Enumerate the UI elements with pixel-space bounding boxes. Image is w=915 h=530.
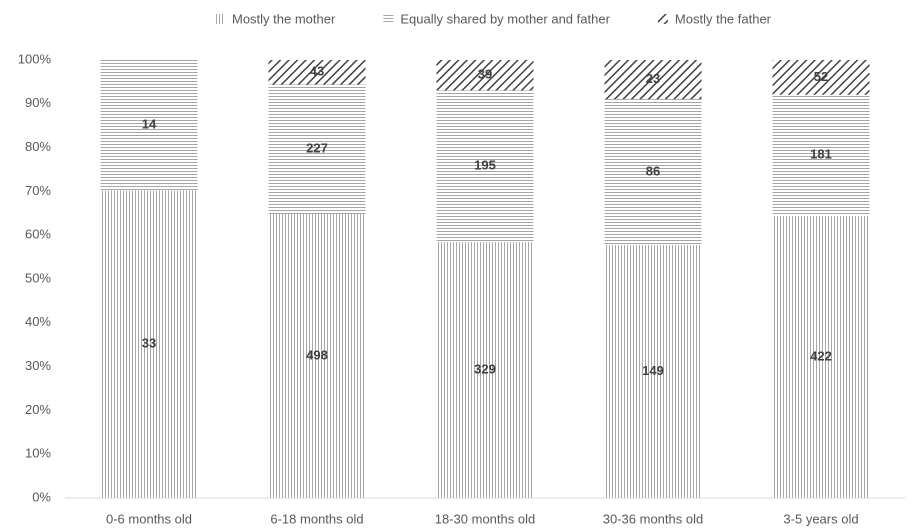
bar-segment	[268, 213, 366, 498]
y-tick-label: 0%	[32, 489, 51, 504]
bar-segment	[100, 190, 198, 498]
legend-swatch	[383, 14, 394, 24]
y-tick-label: 50%	[25, 270, 51, 285]
y-tick-label: 80%	[25, 139, 51, 154]
bar-segment	[772, 215, 870, 499]
x-tick-label: 0-6 months old	[106, 511, 192, 526]
value-label: 39	[478, 67, 492, 82]
bar-segment	[268, 60, 366, 85]
bar-segment	[604, 245, 702, 498]
value-label: 498	[306, 347, 328, 362]
value-label: 33	[142, 336, 156, 351]
x-tick-label: 3-5 years old	[783, 511, 858, 526]
legend-label: Mostly the mother	[232, 11, 336, 26]
value-label: 86	[646, 163, 660, 178]
bar-segment	[268, 84, 366, 214]
y-tick-label: 30%	[25, 358, 51, 373]
value-label: 422	[810, 348, 832, 363]
x-tick-label: 18-30 months old	[435, 511, 535, 526]
value-label: 195	[474, 158, 496, 173]
value-label: 227	[306, 141, 328, 156]
legend-label: Mostly the father	[675, 11, 772, 26]
value-label: 43	[310, 64, 324, 79]
bar-segment	[604, 60, 702, 100]
y-tick-label: 60%	[25, 227, 51, 242]
x-tick-label: 30-36 months old	[603, 511, 703, 526]
y-tick-label: 90%	[25, 95, 51, 110]
bar-segment	[100, 60, 198, 191]
bar-segment	[772, 94, 870, 216]
y-tick-label: 40%	[25, 314, 51, 329]
y-tick-label: 20%	[25, 402, 51, 417]
bar-segment	[436, 60, 534, 91]
value-label: 149	[642, 363, 664, 378]
y-tick-label: 100%	[18, 51, 52, 66]
y-tick-label: 70%	[25, 183, 51, 198]
bar-segment	[436, 242, 534, 498]
bar-segment	[772, 60, 870, 95]
value-label: 52	[814, 69, 828, 84]
value-label: 181	[810, 147, 832, 162]
value-label: 329	[474, 361, 496, 376]
x-tick-label: 6-18 months old	[270, 511, 363, 526]
value-label: 23	[646, 71, 660, 86]
legend-swatch	[215, 14, 225, 24]
bar-segment	[604, 99, 702, 246]
legend-label: Equally shared by mother and father	[400, 11, 610, 26]
y-tick-label: 10%	[25, 446, 51, 461]
bar-segment	[436, 90, 534, 243]
value-label: 14	[142, 117, 157, 132]
legend-swatch	[657, 14, 668, 24]
